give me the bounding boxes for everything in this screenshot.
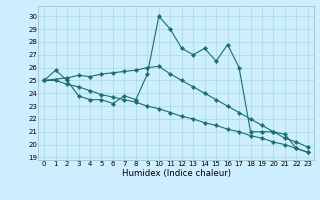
X-axis label: Humidex (Indice chaleur): Humidex (Indice chaleur) <box>122 169 230 178</box>
